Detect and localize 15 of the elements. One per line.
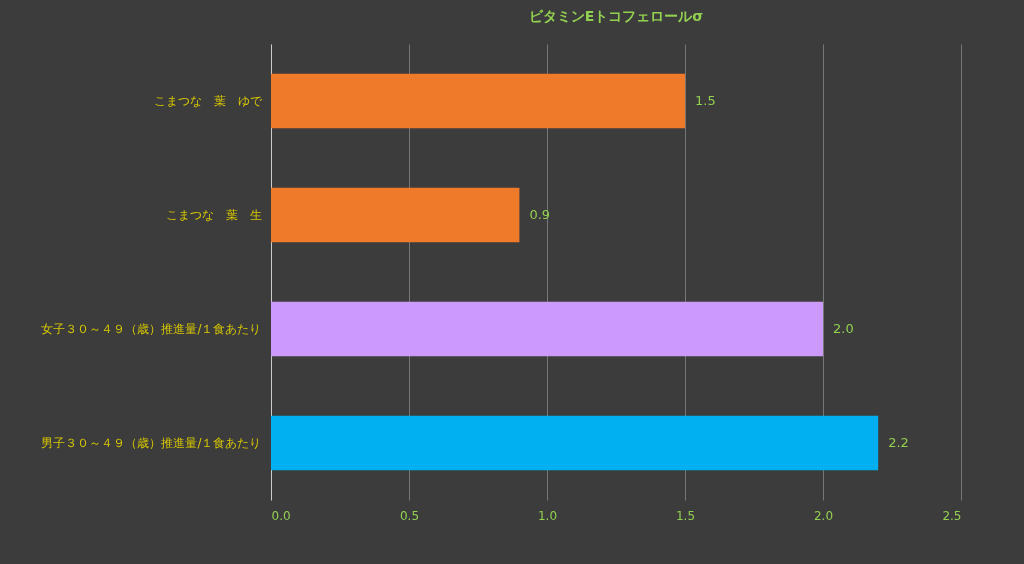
- data-label: 0.9: [529, 207, 551, 222]
- x-tick-label: 2.5: [942, 508, 962, 523]
- x-tick-label: 2.0: [813, 508, 834, 523]
- x-tick-label: 1.5: [675, 508, 696, 523]
- x-tick-label: 1.0: [537, 508, 558, 523]
- data-label: 2.0: [833, 321, 854, 336]
- y-tick-label: 女子３０～４９（歳）推進量/１食あたり: [41, 322, 262, 336]
- chart-title: ビタミンEトコフェロールσ: [528, 8, 704, 24]
- y-tick-label: こまつな 葉 生: [165, 208, 262, 222]
- x-tick-label: 0.0: [271, 508, 291, 523]
- x-tick-label: 0.5: [399, 508, 420, 523]
- data-label: 2.2: [888, 435, 909, 450]
- y-tick-label: こまつな 葉 ゆで: [153, 94, 263, 108]
- data-label: 1.5: [695, 93, 716, 108]
- y-tick-label: 男子３０～４９（歳）推進量/１食あたり: [41, 436, 262, 450]
